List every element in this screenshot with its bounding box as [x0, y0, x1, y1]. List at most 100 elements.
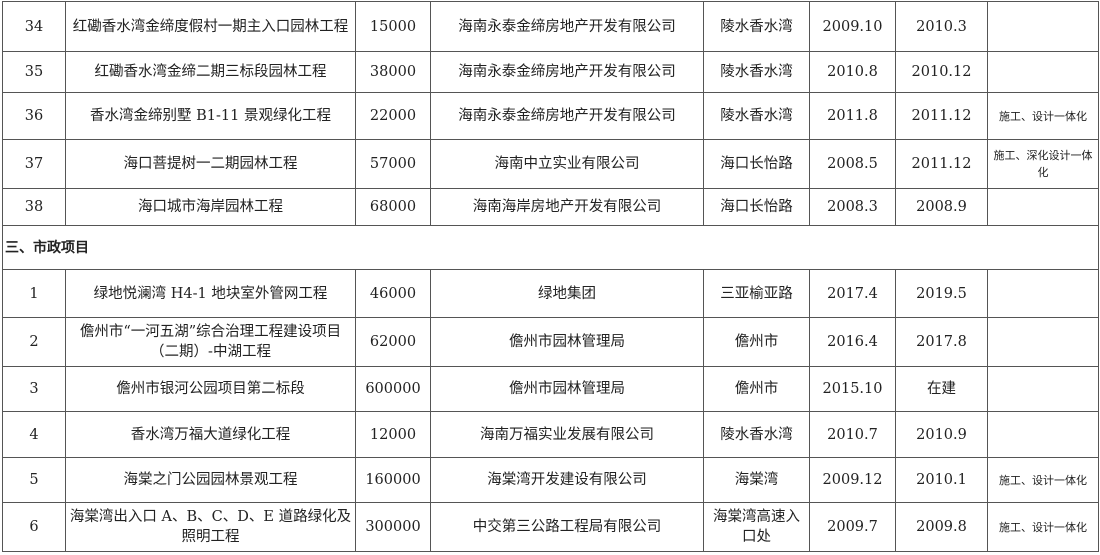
cell-client: 海南万福实业发展有限公司 [430, 411, 704, 458]
cell-no: 36 [2, 92, 66, 140]
cell-no: 35 [2, 51, 66, 93]
cell-start: 2016.4 [809, 317, 896, 367]
cell-location: 儋州市 [703, 317, 810, 367]
cell-client: 海南永泰金缔房地产开发有限公司 [430, 51, 704, 93]
cell-no: 3 [2, 366, 66, 412]
cell-name: 海口菩提树一二期园林工程 [65, 139, 356, 189]
cell-no: 5 [2, 457, 66, 503]
cell-location: 海棠湾 [703, 457, 810, 503]
cell-name: 海棠之门公园园林景观工程 [65, 457, 356, 503]
cell-end: 2011.12 [895, 139, 988, 189]
cell-note [987, 411, 1099, 458]
cell-location: 海棠湾高速入口处 [703, 502, 810, 552]
cell-amount: 46000 [355, 269, 431, 318]
cell-amount: 600000 [355, 366, 431, 412]
table-row: 2 儋州市“一河五湖”综合治理工程建设项目（二期）-中湖工程 62000 儋州市园林管… [2, 317, 1099, 367]
cell-no: 4 [2, 411, 66, 458]
cell-name: 香水湾万福大道绿化工程 [65, 411, 356, 458]
cell-no: 37 [2, 139, 66, 189]
cell-client: 儋州市园林管理局 [430, 366, 704, 412]
cell-client: 海南海岸房地产开发有限公司 [430, 188, 704, 226]
table-row: 5 海棠之门公园园林景观工程 160000 海棠湾开发建设有限公司 海棠湾 2009.12… [2, 457, 1099, 503]
cell-end: 2011.12 [895, 92, 988, 140]
cell-amount: 22000 [355, 92, 431, 140]
cell-start: 2011.8 [809, 92, 896, 140]
cell-start: 2008.5 [809, 139, 896, 189]
table-row: 1 绿地悦澜湾 H4-1 地块室外管网工程 46000 绿地集团 三亚榆亚路 2017.4… [2, 269, 1099, 318]
cell-client: 海棠湾开发建设有限公司 [430, 457, 704, 503]
section-title: 三、市政项目 [2, 225, 1099, 270]
cell-location: 海口长怡路 [703, 139, 810, 189]
cell-name: 儋州市“一河五湖”综合治理工程建设项目（二期）-中湖工程 [65, 317, 356, 367]
cell-end: 在建 [895, 366, 988, 412]
table-row: 36 香水湾金缔别墅 B1-11 景观绿化工程 22000 海南永泰金缔房地产开发有限… [2, 92, 1099, 140]
cell-note: 施工、设计一体化 [987, 457, 1099, 503]
cell-client: 海南永泰金缔房地产开发有限公司 [430, 92, 704, 140]
cell-amount: 160000 [355, 457, 431, 503]
table-row: 6 海棠湾出入口 A、B、C、D、E 道路绿化及照明工程 300000 中交第三公路工… [2, 502, 1099, 552]
table-row: 35 红磡香水湾金缔二期三标段园林工程 38000 海南永泰金缔房地产开发有限公司 陵水… [2, 51, 1099, 93]
section-row: 三、市政项目 [2, 225, 1099, 270]
cell-note [987, 269, 1099, 318]
cell-client: 海南永泰金缔房地产开发有限公司 [430, 1, 704, 52]
cell-start: 2017.4 [809, 269, 896, 318]
cell-note [987, 1, 1099, 52]
cell-amount: 68000 [355, 188, 431, 226]
cell-amount: 57000 [355, 139, 431, 189]
cell-start: 2009.10 [809, 1, 896, 52]
cell-note: 施工、设计一体化 [987, 502, 1099, 552]
cell-client: 中交第三公路工程局有限公司 [430, 502, 704, 552]
cell-no: 6 [2, 502, 66, 552]
cell-note: 施工、深化设计一体化 [987, 139, 1099, 189]
cell-no: 1 [2, 269, 66, 318]
cell-end: 2019.5 [895, 269, 988, 318]
cell-amount: 15000 [355, 1, 431, 52]
cell-note [987, 51, 1099, 93]
cell-location: 陵水香水湾 [703, 51, 810, 93]
cell-name: 香水湾金缔别墅 B1-11 景观绿化工程 [65, 92, 356, 140]
cell-no: 38 [2, 188, 66, 226]
cell-end: 2017.8 [895, 317, 988, 367]
cell-client: 海南中立实业有限公司 [430, 139, 704, 189]
cell-start: 2009.7 [809, 502, 896, 552]
cell-client: 绿地集团 [430, 269, 704, 318]
cell-start: 2008.3 [809, 188, 896, 226]
table-row: 34 红磡香水湾金缔度假村一期主入口园林工程 15000 海南永泰金缔房地产开发有限公… [2, 1, 1099, 52]
cell-amount: 12000 [355, 411, 431, 458]
cell-end: 2009.8 [895, 502, 988, 552]
cell-location: 三亚榆亚路 [703, 269, 810, 318]
cell-location: 陵水香水湾 [703, 92, 810, 140]
cell-name: 海棠湾出入口 A、B、C、D、E 道路绿化及照明工程 [65, 502, 356, 552]
cell-name: 红磡香水湾金缔度假村一期主入口园林工程 [65, 1, 356, 52]
cell-end: 2008.9 [895, 188, 988, 226]
table-row: 3 儋州市银河公园项目第二标段 600000 儋州市园林管理局 儋州市 2015.10 在建 [2, 366, 1099, 412]
cell-location: 海口长怡路 [703, 188, 810, 226]
cell-end: 2010.12 [895, 51, 988, 93]
cell-no: 34 [2, 1, 66, 52]
cell-client: 儋州市园林管理局 [430, 317, 704, 367]
cell-amount: 300000 [355, 502, 431, 552]
cell-start: 2010.8 [809, 51, 896, 93]
cell-start: 2015.10 [809, 366, 896, 412]
cell-name: 儋州市银河公园项目第二标段 [65, 366, 356, 412]
cell-end: 2010.9 [895, 411, 988, 458]
cell-amount: 38000 [355, 51, 431, 93]
cell-location: 陵水香水湾 [703, 1, 810, 52]
table-row: 4 香水湾万福大道绿化工程 12000 海南万福实业发展有限公司 陵水香水湾 2010.7… [2, 411, 1099, 458]
cell-note [987, 317, 1099, 367]
cell-location: 儋州市 [703, 366, 810, 412]
cell-end: 2010.3 [895, 1, 988, 52]
cell-start: 2009.12 [809, 457, 896, 503]
cell-end: 2010.1 [895, 457, 988, 503]
cell-name: 海口城市海岸园林工程 [65, 188, 356, 226]
cell-note [987, 188, 1099, 226]
cell-note [987, 366, 1099, 412]
cell-note: 施工、设计一体化 [987, 92, 1099, 140]
table-row: 38 海口城市海岸园林工程 68000 海南海岸房地产开发有限公司 海口长怡路 2008.… [2, 188, 1099, 226]
cell-name: 红磡香水湾金缔二期三标段园林工程 [65, 51, 356, 93]
cell-amount: 62000 [355, 317, 431, 367]
cell-no: 2 [2, 317, 66, 367]
cell-name: 绿地悦澜湾 H4-1 地块室外管网工程 [65, 269, 356, 318]
cell-location: 陵水香水湾 [703, 411, 810, 458]
